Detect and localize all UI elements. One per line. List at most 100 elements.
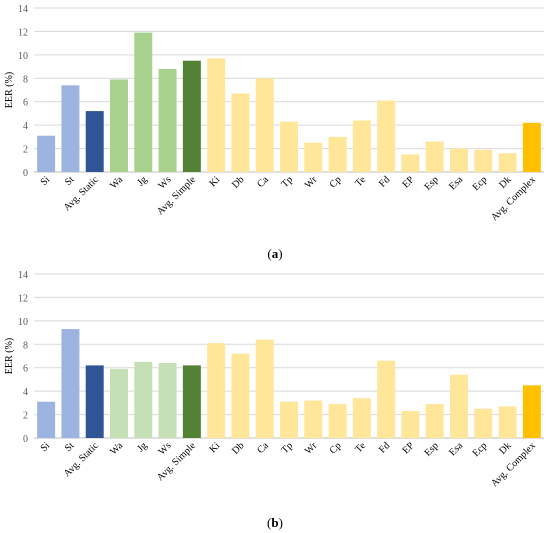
bar-avg-static [85, 365, 104, 438]
x-tick-label: Ki [207, 174, 222, 189]
bar-fd [377, 360, 396, 438]
x-tick-label: Ca [255, 174, 271, 190]
bar-wr [304, 142, 323, 172]
bar-ki [207, 58, 226, 172]
bar-st [61, 329, 80, 438]
bar-dk [498, 406, 517, 438]
x-tick-label: Db [230, 174, 246, 190]
x-tick-label: Ecp [471, 174, 490, 193]
x-tick-label: Ca [255, 440, 271, 456]
bar-fd [377, 100, 396, 172]
bar-tp [280, 121, 298, 172]
bar-ca [255, 78, 274, 172]
x-tick-label: Wr [303, 440, 320, 457]
x-tick-label: St [63, 440, 77, 454]
y-tick-label: 6 [23, 364, 28, 375]
bar-wa [110, 79, 128, 172]
x-tick-label: Dk [497, 440, 513, 456]
y-tick-label: 8 [23, 340, 28, 351]
y-axis-label: EER (%) [4, 338, 15, 374]
bar-ws [158, 363, 177, 438]
y-tick-label: 12 [18, 27, 28, 38]
y-axis-label: EER (%) [4, 72, 15, 108]
x-tick-label: Si [39, 440, 53, 454]
bar-db [231, 353, 250, 438]
bar-jg [134, 32, 153, 172]
x-tick-label: Tp [279, 174, 295, 190]
x-tick-label: Esp [422, 440, 440, 458]
bar-ep [401, 411, 420, 438]
y-tick-label: 14 [18, 4, 28, 15]
bar-avg-static [85, 111, 104, 172]
bar-si [37, 135, 56, 172]
caption-a: (a) [267, 246, 283, 261]
bar-esa [450, 374, 468, 438]
y-tick-label: 10 [18, 51, 28, 62]
bar-esp [425, 404, 444, 438]
y-tick-label: 6 [23, 98, 28, 109]
x-tick-label: Avg. Complex [489, 440, 538, 489]
y-tick-label: 4 [23, 121, 28, 132]
bar-cp [328, 136, 347, 172]
bar-ki [207, 343, 226, 438]
bar-avg-complex [522, 122, 541, 172]
y-tick-label: 2 [23, 145, 28, 156]
x-tick-label: Cp [328, 174, 344, 190]
bar-ecp [474, 408, 493, 438]
x-tick-label: Te [353, 174, 368, 189]
bar-cp [328, 404, 347, 438]
y-tick-label: 12 [18, 293, 28, 304]
bar-wa [110, 368, 128, 438]
x-tick-label: Wa [108, 174, 125, 191]
caption-a-letter: a [271, 246, 279, 261]
x-tick-label: Wr [303, 174, 320, 191]
x-tick-label: Ws [156, 174, 173, 191]
x-tick-label: Fd [377, 440, 392, 455]
bar-ep [401, 154, 420, 172]
bar-avg-simple [182, 60, 201, 172]
bar-avg-complex [522, 385, 541, 438]
bar-wr [304, 400, 323, 438]
x-tick-label: Jg [135, 440, 149, 454]
x-tick-label: Te [353, 440, 368, 455]
y-tick-label: 2 [23, 411, 28, 422]
y-tick-label: 14 [18, 270, 28, 281]
x-tick-label: Db [230, 440, 246, 456]
x-tick-label: Esa [447, 174, 465, 192]
bar-st [61, 85, 80, 172]
bar-jg [134, 361, 153, 438]
x-tick-label: Esa [447, 440, 465, 458]
x-tick-label: Dk [497, 174, 513, 190]
chart-panel-a: 0 2 4 6 8 10 12 14 EER (%) Si St Avg. Static Wa Jg Ws A… [0, 0, 550, 266]
y-tick-label: 0 [23, 434, 28, 445]
caption-b: (b) [267, 515, 283, 530]
x-tick-label: Ki [207, 440, 222, 455]
x-tick-label: Tp [279, 440, 295, 456]
bar-ca [255, 339, 274, 438]
bar-db [231, 93, 250, 172]
x-tick-label: Si [39, 174, 53, 188]
x-tick-label: St [63, 174, 77, 188]
bar-si [37, 401, 56, 438]
x-tick-label: Ecp [471, 440, 490, 459]
bar-esa [450, 148, 468, 172]
x-tick-label: Fd [377, 174, 392, 189]
bar-tp [280, 401, 298, 438]
bar-esp [425, 141, 444, 172]
caption-b-letter: b [271, 515, 279, 530]
chart-panel-b: 0 2 4 6 8 10 12 14 EER (%) Si St Avg. Static Wa Jg Ws A… [0, 266, 550, 533]
y-tick-label: 4 [23, 387, 28, 398]
x-tick-label: Avg. Complex [489, 174, 538, 223]
x-tick-label: Jg [135, 174, 149, 188]
bar-ecp [474, 149, 493, 172]
y-tick-label: 0 [23, 168, 28, 179]
x-tick-label: EP [401, 174, 417, 190]
bar-ws [158, 68, 177, 172]
bar-te [352, 120, 371, 172]
y-tick-label: 8 [23, 74, 28, 85]
bar-te [352, 398, 371, 438]
bar-avg-simple [182, 365, 201, 438]
x-tick-label: Ws [156, 440, 173, 457]
